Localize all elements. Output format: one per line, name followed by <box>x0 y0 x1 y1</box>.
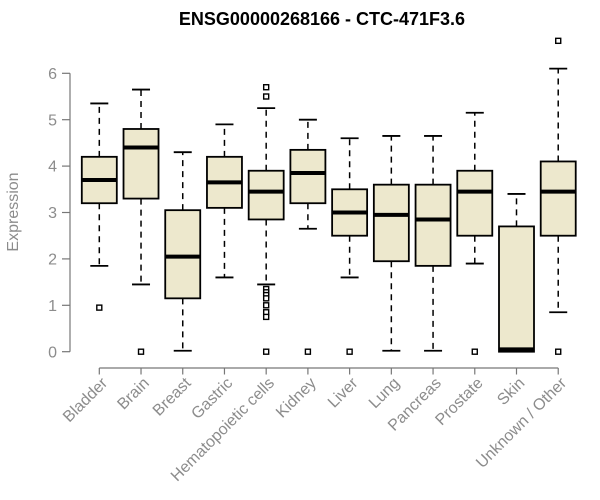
box-kidney <box>289 118 327 355</box>
outlier-point <box>262 93 270 100</box>
box-skin <box>498 193 535 353</box>
y-tick-label: 0 <box>48 344 57 361</box>
outlier-point <box>555 37 562 45</box>
outlier-point <box>137 348 145 355</box>
iqr-box <box>414 183 452 267</box>
x-tick-label: Skin <box>494 375 528 409</box>
outlier-point <box>262 302 270 309</box>
y-tick-label: 5 <box>48 112 57 129</box>
iqr-box <box>289 148 327 205</box>
x-tick-label: Breast <box>150 374 195 419</box>
y-tick-label: 3 <box>48 205 57 222</box>
outlier-point <box>471 348 478 355</box>
y-axis-label: Expression <box>5 172 22 251</box>
outlier-point <box>262 313 270 321</box>
outlier-point <box>262 295 270 302</box>
box-breast <box>164 151 202 352</box>
iqr-box <box>372 183 410 263</box>
x-tick-label: Lung <box>366 375 403 412</box>
box-hematopoietic-cells <box>247 84 285 355</box>
iqr-box <box>456 169 494 237</box>
box-lung <box>372 135 410 352</box>
y-tick-label: 2 <box>48 252 57 269</box>
outlier-point <box>262 84 270 91</box>
chart-title: ENSG00000268166 - CTC-471F3.6 <box>179 9 465 29</box>
box-bladder <box>80 102 118 311</box>
box-pancreas <box>414 135 452 352</box>
outlier-point <box>262 348 270 355</box>
box-liver <box>331 137 369 355</box>
x-tick-label: Liver <box>325 374 362 411</box>
y-tick-label: 6 <box>48 66 57 83</box>
outlier-point <box>555 348 562 355</box>
iqr-box <box>247 169 285 221</box>
x-tick-label: Bladder <box>60 374 111 425</box>
box-gastric <box>206 123 243 279</box>
y-tick-label: 4 <box>48 159 57 176</box>
x-tick-label: Brain <box>114 375 152 413</box>
iqr-box <box>164 209 202 300</box>
iqr-box <box>539 160 577 237</box>
outlier-point <box>96 304 103 311</box>
iqr-box <box>498 225 535 353</box>
outlier-point <box>304 348 312 355</box>
y-tick-label: 1 <box>48 298 57 315</box>
outlier-point <box>346 348 353 355</box>
box-brain <box>122 88 160 355</box>
box-unknown-other <box>539 37 577 355</box>
box-prostate <box>456 111 494 355</box>
iqr-box <box>122 128 160 200</box>
x-tick-label: Kidney <box>273 375 320 422</box>
